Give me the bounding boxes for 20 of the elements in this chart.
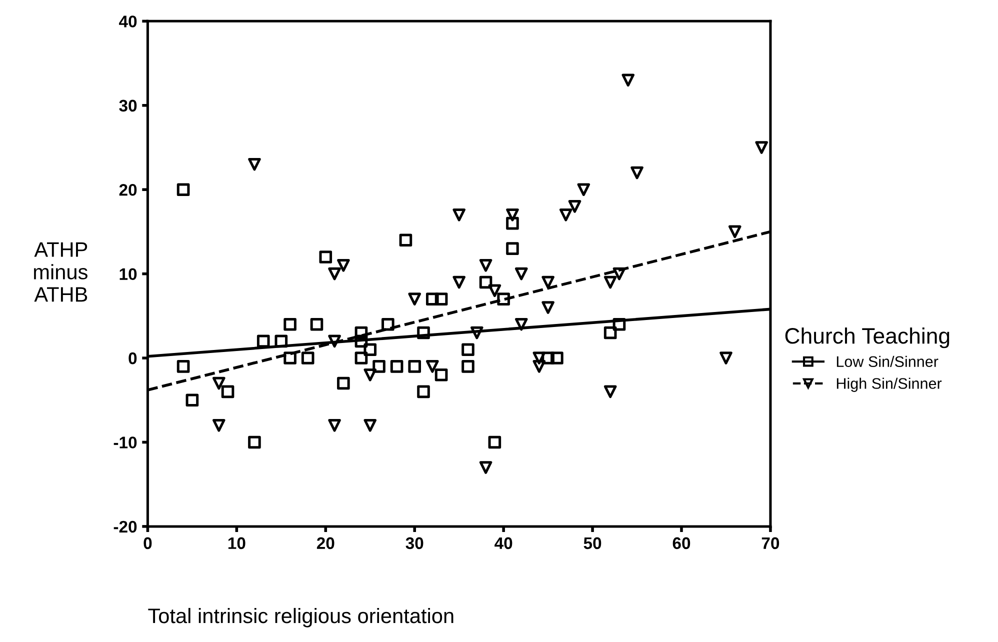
x-axis-title: Total intrinsic religious orientation: [148, 608, 454, 628]
y-tick-label: 40: [119, 16, 137, 28]
x-tick-label: 30: [406, 537, 424, 550]
y-axis-title: ATHP minus ATHB: [34, 242, 88, 302]
x-tick-label: 50: [584, 537, 602, 550]
x-tick-label: 0: [144, 537, 152, 550]
y-tick-label: 10: [120, 268, 137, 280]
x-tick-label: 20: [316, 537, 334, 550]
legend-label: Low Sin/Sinner: [836, 356, 938, 368]
y-tick-label: 30: [119, 100, 137, 112]
x-tick-label: 10: [228, 537, 246, 550]
x-tick-label: 70: [762, 537, 780, 550]
x-tick-label: 40: [494, 537, 512, 550]
y-tick-label: -10: [114, 436, 137, 448]
legend-label: High Sin/Sinner: [836, 378, 942, 392]
legend-title: Church Teaching: [785, 327, 950, 348]
x-tick-label: 60: [672, 537, 690, 550]
y-tick-label: -20: [114, 520, 137, 533]
y-tick-label: 0: [128, 352, 137, 364]
y-tick-label: 20: [119, 184, 137, 196]
